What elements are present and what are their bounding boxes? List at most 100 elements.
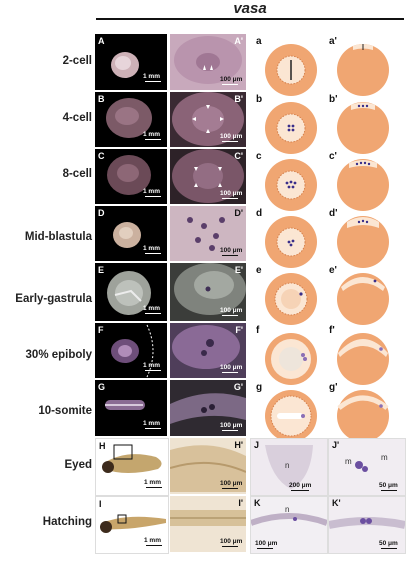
scale-text: 100 μm	[255, 540, 278, 547]
histology-panel-k-prime: K' 50 μm	[328, 496, 406, 554]
schematic-label-d: d	[256, 208, 263, 219]
scale-text: 100 μm	[220, 538, 243, 545]
embryo-image	[106, 98, 152, 138]
photo-panel-i: I 1 mm	[95, 496, 169, 554]
schematic-side-early-gastrula	[337, 273, 389, 325]
stage-label-hatching: Hatching	[42, 516, 92, 528]
embryo-image	[174, 36, 242, 84]
stage-label-30-epiboly: 30% epiboly	[25, 349, 92, 361]
embryo-image	[170, 206, 246, 261]
panel-label: K'	[332, 498, 341, 508]
embryo-image	[172, 149, 244, 203]
panel-label: K	[254, 498, 261, 508]
panel-label: I	[99, 499, 102, 509]
stage-label-mid-blastula: Mid-blastula	[24, 231, 92, 243]
embryo-image	[172, 92, 244, 146]
photo-panel-a-prime: A' 100 μm	[170, 34, 246, 90]
scale-text: 100 μm	[220, 364, 243, 371]
embryo-image	[107, 155, 151, 195]
panel-label: J'	[332, 440, 340, 450]
scale-bar	[222, 315, 238, 316]
histology-image	[355, 461, 368, 472]
scale-bar	[222, 84, 238, 85]
photo-panel-h: H 1 mm	[95, 438, 169, 496]
scale-bar	[222, 546, 238, 547]
scale-text: 1 mm	[143, 245, 160, 252]
schematic-side-10-somite	[337, 390, 389, 442]
histology-image	[265, 445, 313, 489]
histology-image	[251, 513, 327, 526]
scale-text: 50 μm	[379, 482, 398, 489]
schematic-label-e-prime: e'	[329, 265, 337, 276]
photo-panel-g: G 1 mm	[95, 380, 167, 436]
scale-text: 100 μm	[220, 480, 243, 487]
embryo-image	[111, 52, 139, 78]
photo-panel-h-prime: H' 100 μm	[170, 438, 246, 494]
scale-text: 100 μm	[220, 190, 243, 197]
schematic-top-10-somite	[265, 390, 317, 442]
scale-text: 1 mm	[143, 420, 160, 427]
stage-label-early-gastrula: Early-gastrula	[15, 293, 92, 305]
scale-text: 1 mm	[143, 305, 160, 312]
stage-label-2cell: 2-cell	[62, 55, 92, 67]
scale-bar	[145, 253, 161, 254]
schematic-side-mid-blastula	[337, 216, 389, 268]
panel-label: H	[99, 441, 106, 451]
scale-bar	[222, 255, 238, 256]
schematic-label-g: g	[256, 382, 263, 393]
tissue-mark: n	[285, 461, 290, 470]
scale-bar	[222, 141, 238, 142]
scale-text: 1 mm	[144, 479, 161, 486]
panel-label: A	[98, 36, 105, 46]
scale-bar	[222, 372, 238, 373]
scale-bar	[381, 490, 397, 491]
scale-text: 100 μm	[220, 247, 243, 254]
embryo-image	[174, 263, 246, 315]
panel-label: J	[254, 440, 260, 450]
schematic-label-c: c	[256, 151, 262, 162]
schematic-side-8cell	[337, 159, 389, 211]
embryo-image	[111, 324, 154, 378]
schematic-label-b: b	[256, 94, 263, 105]
stage-label-eyed: Eyed	[64, 459, 93, 471]
panel-label: D	[98, 208, 105, 218]
schematic-side-30-epiboly	[337, 333, 389, 385]
title-rule	[96, 18, 404, 20]
schematic-label-f-prime: f'	[329, 325, 335, 336]
panel-label: A'	[234, 36, 243, 46]
panel-label: E'	[234, 265, 243, 275]
figure-title: vasa	[233, 0, 267, 17]
larva-image	[170, 510, 246, 526]
panel-label: C'	[234, 151, 243, 161]
scale-bar	[381, 548, 397, 549]
stage-label-4cell: 4-cell	[62, 112, 92, 124]
photo-panel-b-prime: B' 100 μm	[170, 92, 246, 147]
scale-text: 200 μm	[289, 482, 312, 489]
photo-panel-g-prime: G' 100 μm	[170, 380, 246, 436]
schematic-top-early-gastrula	[265, 273, 317, 325]
scale-text: 1 mm	[143, 362, 160, 369]
scale-text: 100 μm	[220, 307, 243, 314]
schematic-label-b-prime: b'	[329, 94, 338, 105]
scale-bar	[145, 313, 161, 314]
schematic-label-a: a	[256, 36, 262, 47]
schematic-top-30-epiboly	[265, 333, 317, 385]
panel-label: G'	[233, 382, 243, 392]
schematic-label-f: f	[256, 325, 260, 336]
scale-text: 1 mm	[143, 73, 160, 80]
embryo-image	[172, 325, 240, 369]
scale-bar	[145, 196, 161, 197]
stage-label-8cell: 8-cell	[62, 168, 92, 180]
scale-bar	[222, 488, 238, 489]
histology-panel-k: K n 100 μm	[250, 496, 328, 554]
schematic-label-a-prime: a'	[329, 36, 337, 47]
panel-label: F	[98, 325, 104, 335]
schematic-top-mid-blastula	[265, 216, 317, 268]
scale-text: 1 mm	[143, 131, 160, 138]
photo-panel-f-prime: F' 100 μm	[170, 323, 246, 378]
photo-panel-d: D 1 mm	[95, 206, 167, 261]
scale-bar	[145, 428, 161, 429]
scale-bar	[222, 430, 238, 431]
photo-panel-c-prime: C' 100 μm	[170, 149, 246, 204]
photo-panel-c: C 1 mm	[95, 149, 167, 204]
